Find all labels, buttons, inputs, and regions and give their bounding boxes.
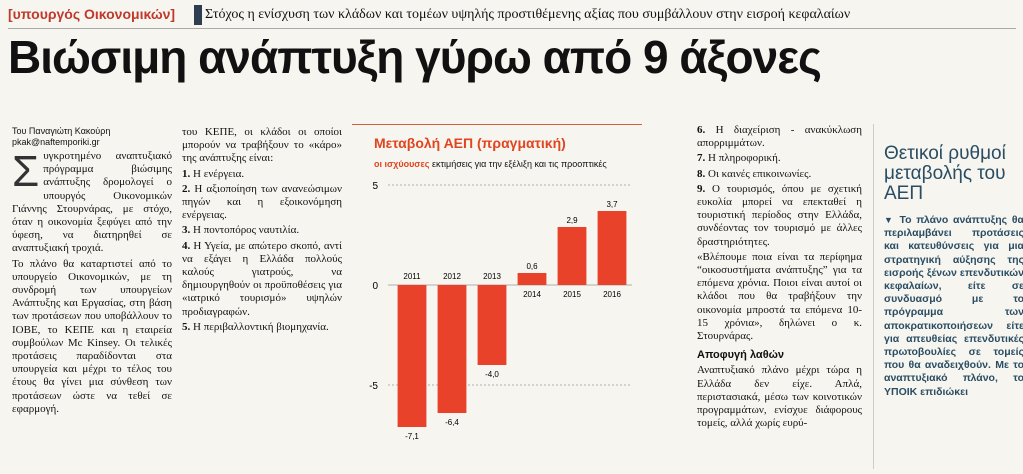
category-label: 2013	[483, 272, 501, 281]
value-label: -7,1	[405, 432, 419, 441]
bar	[557, 227, 587, 285]
triangle-icon: ▼	[884, 215, 895, 225]
list-item: 9. Ο τουρισμός, όπου με σχετική ευκολία …	[697, 182, 862, 248]
subheading: Αποφυγή λαθών	[697, 349, 785, 362]
bar	[517, 273, 547, 285]
list-item: 2. Η αξιοποίηση των ανανεώσιμων πηγών κα…	[182, 182, 342, 222]
paragraph-final: Αναπτυξιακό πλάνο μέχρι τώρα η Ελλάδα δε…	[697, 364, 862, 430]
gdp-chart: Μεταβολή ΑΕΠ (πραγματική) οι ισχύουσες ε…	[352, 124, 642, 465]
y-tick-label: 0	[372, 281, 378, 292]
paragraph-plan: Το πλάνο θα καταρτιστεί από το υπουργείο…	[12, 257, 172, 415]
list-item: 3. Η ποντοπόρος ναυτιλία.	[182, 224, 300, 237]
chart-subtitle: οι ισχύουσες εκτιμήσεις για την εξέλιξη …	[374, 159, 607, 169]
list-item: 8. Οι καινές επικοινωνίες.	[697, 167, 812, 180]
value-label: 3,7	[606, 200, 618, 209]
bar	[397, 285, 427, 427]
value-label: 0,6	[526, 262, 538, 271]
value-label: -4,0	[485, 370, 499, 379]
value-label: -6,4	[445, 418, 459, 427]
paragraph-sectors-intro: του ΚΕΠΕ, οι κλάδοι οι οποίοι μπορούν να…	[182, 126, 342, 165]
paragraph-quote: «Βλέπουμε ποια είναι τα περίφημα “οικοσυ…	[697, 250, 862, 343]
bar	[437, 285, 467, 413]
list-item: 7. Η πληροφορική.	[697, 152, 781, 165]
column-3: 6. Η διαχείριση - ανακύκλωση απορριμμάτω…	[697, 124, 862, 432]
sidebar-title: Θετικοί ρυθμοί μεταβολής του ΑΕΠ	[884, 143, 1006, 204]
list-item: 5. Η περιβαλλοντική βιομηχανία.	[182, 320, 329, 333]
article-headline: Βιώσιμη ανάπτυξη γύρω από 9 άξονες	[8, 31, 822, 83]
bar	[477, 285, 507, 365]
value-label: 2,9	[566, 216, 578, 225]
tag-separator	[194, 5, 202, 25]
list-item: 6. Η διαχείριση - ανακύκλωση απορριμμάτω…	[697, 124, 862, 150]
column-2: του ΚΕΠΕ, οι κλάδοι οι οποίοι μπορούν να…	[182, 126, 342, 336]
chart-plot: 5 0 -5 2011 -7,1 2012 -6,4 2013 -4,0 2014 0,6 2015 2…	[369, 181, 632, 441]
bar	[597, 211, 627, 285]
column-1: Σ υγκροτημένο αναπτυξιακό πρόγραμμα βιώσ…	[12, 150, 172, 418]
category-label: 2016	[603, 290, 621, 299]
author-name: Του Παναγιώτη Κακούρη	[12, 126, 111, 136]
list-item: 1. Η ενέργεια.	[182, 167, 245, 180]
sidebar-body: ▼ Το πλάνο ανάπτυξης θα περιλαμβάνει προ…	[884, 214, 1023, 398]
section-tag: [υπουργός Οικονομικών]	[8, 6, 176, 22]
category-label: 2014	[523, 290, 541, 299]
category-label: 2011	[403, 272, 421, 281]
category-label: 2012	[443, 272, 461, 281]
header-bar: [υπουργός Οικονομικών] Στόχος η ενίσχυση…	[8, 5, 1016, 29]
category-label: 2015	[563, 290, 581, 299]
list-item: 4. Η Υγεία, με απώτερο σκοπό, αντί να εξ…	[182, 239, 343, 318]
y-tick-label: -5	[369, 381, 378, 392]
chart-title: Μεταβολή ΑΕΠ (πραγματική)	[374, 135, 566, 151]
author-email: pkak@naftemporiki.gr	[12, 137, 100, 147]
sidebar-box: Θετικοί ρυθμοί μεταβολής του ΑΕΠ ▼ Το πλ…	[873, 124, 1023, 469]
byline: Του Παναγιώτη Κακούρη pkak@naftemporiki.…	[12, 126, 110, 148]
article-subtitle: Στόχος η ενίσχυση των κλάδων και τομέων …	[205, 7, 851, 22]
drop-cap: Σ	[12, 147, 40, 196]
paragraph-intro: υγκροτημένο αναπτυξιακό πρόγραμμα βιώσιμ…	[12, 150, 172, 255]
y-tick-label: 5	[372, 181, 378, 192]
